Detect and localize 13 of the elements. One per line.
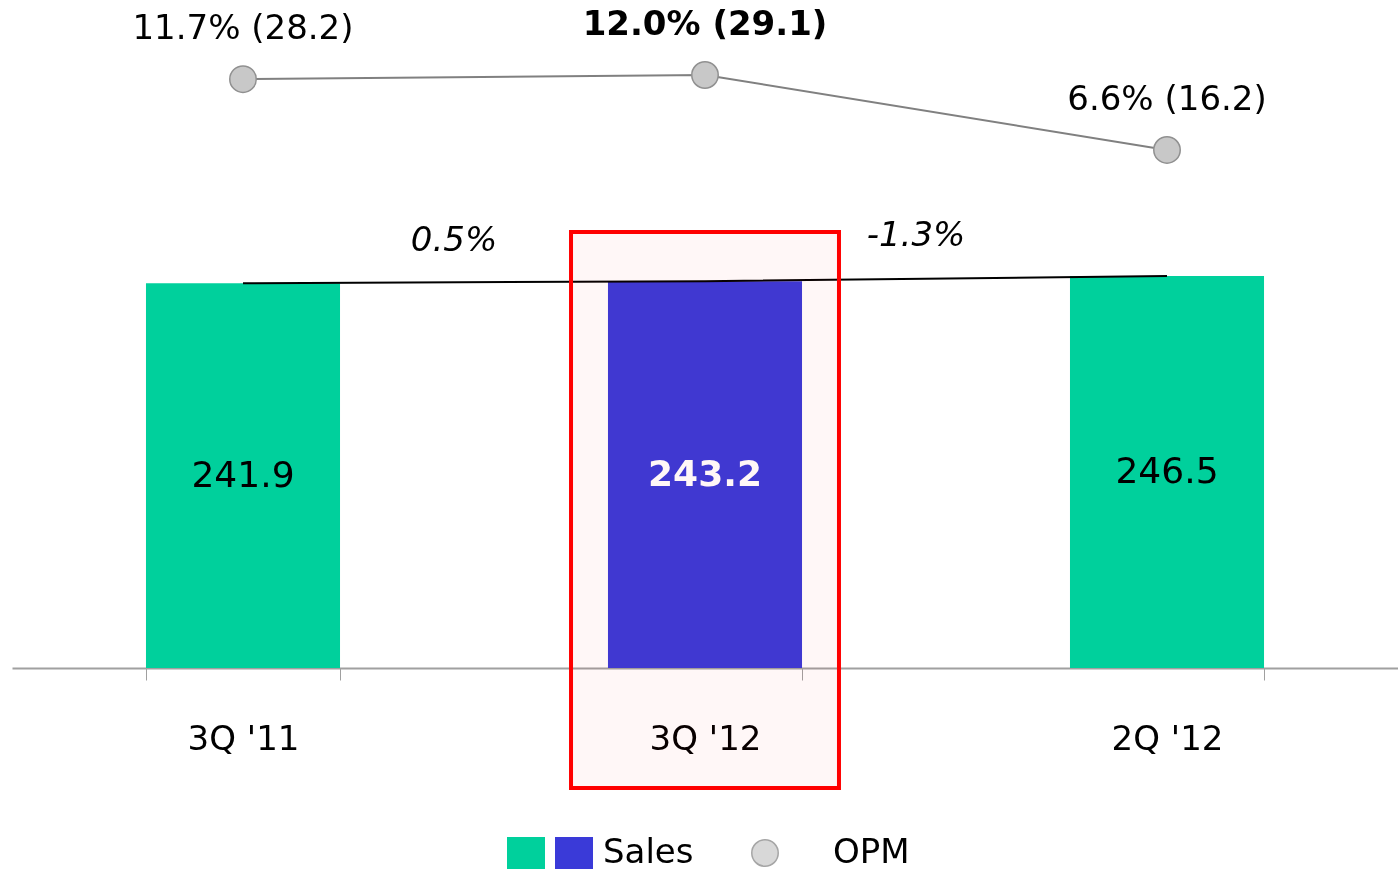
annotation: -1.3% — [866, 213, 966, 254]
legend-label: OPM — [833, 831, 910, 871]
data-label: 6.6% (16.2) — [1067, 77, 1267, 118]
x-tick-label: 2Q '12 — [1111, 717, 1224, 758]
x-tick-label: 3Q '12 — [649, 717, 762, 758]
x-tick-label: 3Q '11 — [187, 717, 300, 758]
data-label: 241.9 — [191, 453, 295, 495]
data-label: 246.5 — [1115, 449, 1219, 491]
data-label: 12.0% (29.1) — [582, 2, 828, 43]
data-label: 11.7% (28.2) — [132, 7, 354, 48]
data-label: 243.2 — [648, 452, 762, 494]
legend-label: Sales — [603, 831, 694, 871]
annotation: 0.5% — [410, 219, 498, 260]
